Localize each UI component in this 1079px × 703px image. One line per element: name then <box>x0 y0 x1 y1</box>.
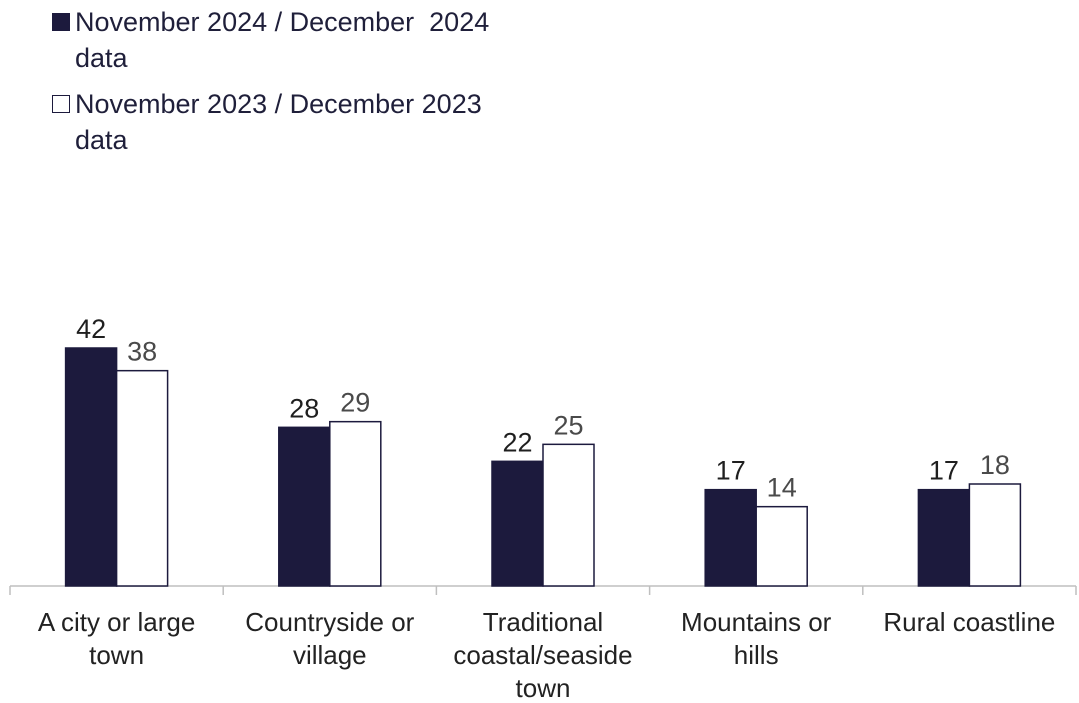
data-label-2023-4: 18 <box>980 450 1010 480</box>
data-label-2024-2: 22 <box>502 427 532 457</box>
bar-2024-1 <box>278 426 331 587</box>
bar-2023-0 <box>115 369 169 587</box>
data-label-2024-4: 17 <box>929 456 959 486</box>
bar-2024-4 <box>917 488 971 587</box>
legend-swatch-2024 <box>52 13 70 31</box>
legend-item-2023: November 2023 / December 2023 data <box>52 86 612 158</box>
bar-2023-1 <box>329 420 382 587</box>
x-tick-label-3: Mountains or hills <box>681 607 832 670</box>
bar-2023-2 <box>542 443 595 587</box>
data-label-2024-1: 28 <box>289 393 319 423</box>
data-label-2023-2: 25 <box>553 410 583 440</box>
x-tick-label-0: A city or large town <box>38 607 196 670</box>
bar-2024-0 <box>64 347 118 587</box>
bar-2024-3 <box>704 488 757 587</box>
x-tick-label-4: Rural coastline <box>883 607 1055 637</box>
data-label-2023-1: 29 <box>340 388 370 418</box>
legend-label-2023: November 2023 / December 2023 data <box>75 89 482 155</box>
data-label-2024-0: 42 <box>76 314 106 344</box>
legend-item-2024: November 2024 / December 2024 data <box>52 4 612 76</box>
x-tick-label-2: Traditional coastal/seaside town <box>453 607 632 703</box>
data-label-2023-3: 14 <box>767 473 797 503</box>
data-label-2023-0: 38 <box>127 337 157 367</box>
x-tick-label-1: Countryside or village <box>245 607 414 670</box>
bar-2023-4 <box>968 483 1022 587</box>
legend-label-2024: November 2024 / December 2024 data <box>75 7 490 73</box>
legend: November 2024 / December 2024 data Novemb… <box>52 4 612 168</box>
data-label-2024-3: 17 <box>716 456 746 486</box>
bar-2023-3 <box>755 505 808 587</box>
legend-swatch-2023 <box>52 95 70 113</box>
bar-2024-2 <box>491 460 544 587</box>
